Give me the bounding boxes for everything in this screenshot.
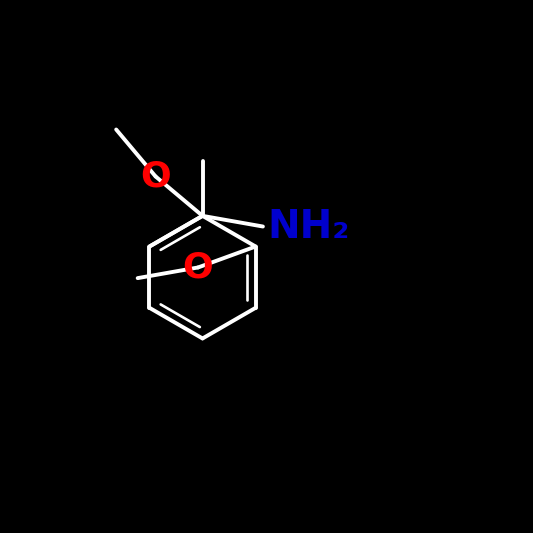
Text: O: O [183,251,213,285]
Text: O: O [140,159,171,193]
Text: NH₂: NH₂ [267,207,350,246]
